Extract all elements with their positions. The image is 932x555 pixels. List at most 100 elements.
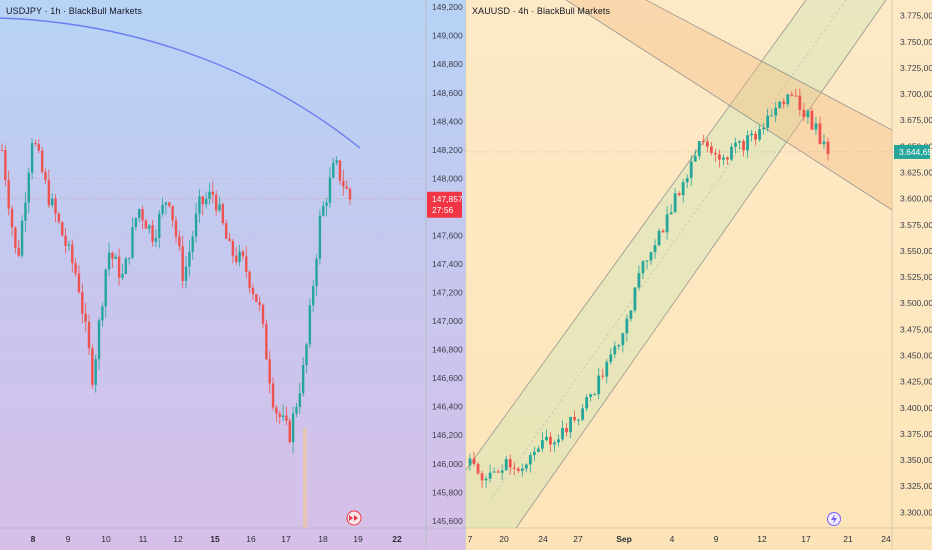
candle-body — [235, 255, 238, 262]
price-tick-label: 3.425,00 — [900, 377, 932, 387]
usdjpy-title: USDJPY · 1h · BlackBull Markets — [6, 6, 142, 16]
candle-body — [10, 208, 14, 228]
price-tick-label: 3.675,00 — [900, 115, 932, 125]
date-tick-label: 24 — [538, 534, 548, 544]
candle-body — [291, 413, 295, 443]
channel-lower-line — [515, 0, 887, 529]
candle-body — [121, 273, 124, 278]
date-tick-label: 7 — [468, 534, 473, 544]
candle-body — [40, 150, 44, 172]
candle-body — [97, 320, 101, 360]
price-tick-label: 148,600 — [432, 88, 463, 98]
candle-body — [47, 180, 51, 206]
date-tick-label: 11 — [139, 534, 148, 544]
ascending-channel — [466, 0, 886, 528]
candle-body — [532, 451, 536, 456]
candle-body — [101, 306, 104, 321]
candle-body — [689, 161, 693, 178]
candle-body — [528, 455, 532, 465]
date-tick-label: 12 — [173, 534, 183, 544]
candle-body — [746, 135, 749, 151]
price-tick-label: 3.775,00 — [900, 11, 932, 21]
candle-body — [798, 95, 802, 111]
price-tick-label: 146,000 — [432, 459, 463, 469]
candle-body — [722, 157, 725, 160]
candle-body — [806, 110, 810, 118]
xauusd-chart-pane[interactable]: 3.775,00 3.750,00 3.725,00 3.700,00 3.675,00… — [465, 0, 932, 550]
date-tick-label: 18 — [318, 534, 328, 544]
price-tick-label: 145,600 — [432, 516, 463, 526]
desc-channel-lower-line — [565, 0, 893, 211]
usdjpy-chart-pane[interactable]: 149,200 149,000 148,800 148,600 148,400 148,2… — [0, 0, 466, 550]
candle-body — [536, 448, 540, 452]
candle-body — [794, 95, 798, 97]
candle-body — [762, 127, 766, 130]
date-tick-label: 9 — [714, 534, 719, 544]
candle-body — [0, 149, 4, 151]
price-tick-label: 3.575,00 — [900, 220, 932, 230]
candle-body — [504, 459, 508, 471]
candle-body — [251, 287, 255, 295]
candle-body — [713, 152, 717, 155]
price-tick-label: 147,000 — [432, 316, 463, 326]
candle-body — [653, 245, 657, 253]
candle-body — [298, 393, 302, 407]
moving-average-line — [0, 17, 361, 149]
candle-body — [275, 407, 278, 414]
candle-body — [117, 256, 121, 278]
candle-body — [345, 186, 348, 189]
candle-body — [629, 310, 633, 319]
price-badge: 147,857 — [432, 194, 463, 204]
candle-body — [231, 241, 235, 256]
candle-body — [633, 287, 637, 311]
candle-body — [71, 244, 74, 264]
candle-body — [649, 252, 653, 261]
price-tick-label: 3.350,00 — [900, 455, 932, 465]
candle-body — [597, 375, 601, 395]
replay-arrows-icon — [349, 515, 358, 521]
usdjpy-chart-svg[interactable]: 149,200 149,000 148,800 148,600 148,400 148,2… — [0, 0, 466, 550]
date-tick-label: 8 — [31, 534, 36, 544]
candle-body — [601, 375, 605, 377]
candle-body — [54, 198, 57, 214]
candle-body — [238, 251, 241, 262]
date-tick-label: 19 — [353, 534, 363, 544]
candle-body — [557, 439, 560, 443]
candle-body — [164, 202, 168, 205]
candle-body — [285, 415, 288, 421]
candle-body — [131, 227, 134, 258]
candle-body — [621, 333, 625, 346]
candle-body — [141, 209, 144, 221]
candle-body — [609, 354, 613, 362]
candle-body — [4, 150, 7, 181]
candle-body — [754, 133, 757, 140]
candle-body — [91, 348, 94, 385]
candle-body — [605, 361, 609, 377]
candle-body — [730, 146, 733, 160]
candle-body — [613, 346, 617, 355]
xauusd-chart-svg[interactable]: 3.775,00 3.750,00 3.725,00 3.700,00 3.675,00… — [465, 0, 932, 550]
candle-body — [228, 238, 231, 242]
candle-body — [81, 292, 84, 314]
candle-body — [693, 156, 697, 162]
candle-body — [30, 143, 34, 173]
candle-body — [665, 214, 669, 233]
lightning-bolt-icon — [831, 514, 837, 524]
price-badge-bg — [427, 191, 462, 218]
candle-body — [124, 258, 128, 274]
candle-body — [585, 397, 589, 409]
candle-body — [114, 256, 117, 259]
price-tick-label: 147,200 — [432, 288, 463, 298]
candle-body — [335, 160, 338, 163]
date-tick-label: 20 — [499, 534, 509, 544]
price-tick-label: 3.600,00 — [900, 194, 932, 204]
candle-body — [778, 101, 782, 108]
price-tick-label: 3.375,00 — [900, 429, 932, 439]
candle-body — [617, 345, 621, 347]
candle-body — [148, 225, 151, 229]
price-tick-label: 148,400 — [432, 116, 463, 126]
candle-body — [770, 115, 774, 117]
candle-body — [774, 107, 778, 116]
pane-divider[interactable] — [465, 0, 466, 550]
candle-body — [681, 182, 685, 196]
